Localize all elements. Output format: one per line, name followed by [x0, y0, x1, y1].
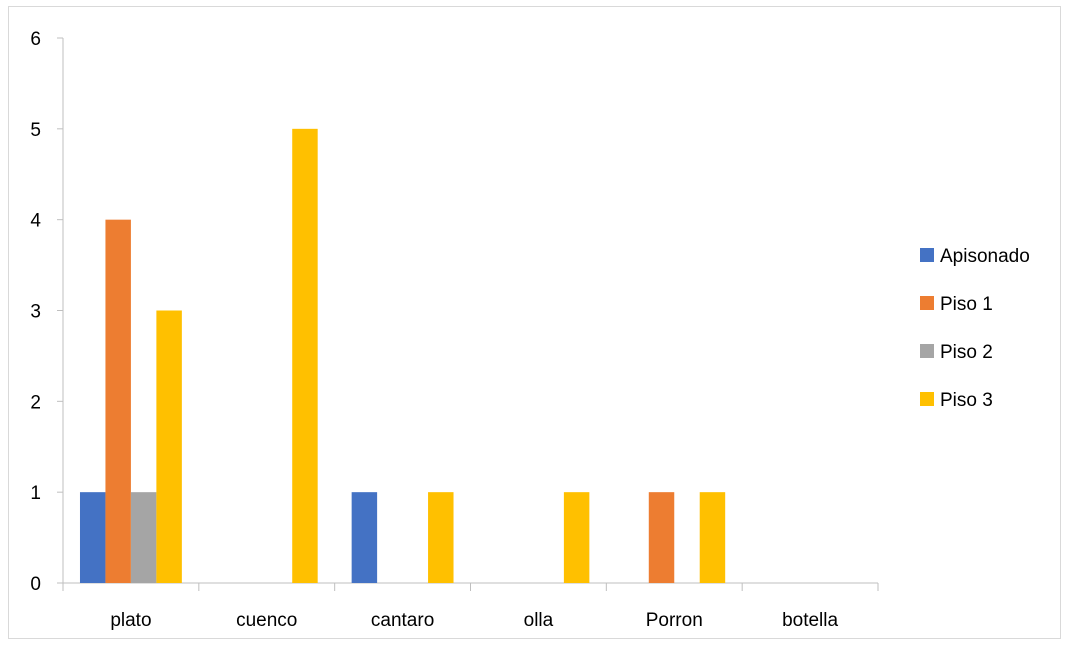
x-category-label: Porron	[646, 610, 703, 631]
bar	[428, 492, 454, 583]
y-tick-label: 5	[30, 120, 41, 141]
bar	[156, 310, 182, 583]
chart-frame	[8, 6, 1061, 639]
x-category-label: cuenco	[236, 610, 297, 631]
y-tick-label: 0	[30, 574, 41, 595]
bar	[648, 492, 675, 583]
legend-swatch	[920, 392, 934, 406]
bars	[79, 128, 726, 584]
bar	[699, 492, 726, 583]
bar	[79, 492, 106, 583]
x-axis: plato cuenco cantaro olla Porron botella	[62, 582, 879, 631]
legend-label: Piso 2	[940, 342, 993, 363]
bar	[351, 492, 378, 583]
x-category-label: plato	[110, 610, 151, 631]
legend-label: Piso 3	[940, 390, 993, 411]
y-tick-label: 6	[30, 29, 41, 50]
legend-swatch	[920, 296, 934, 310]
bar	[292, 128, 318, 584]
x-category-label: cantaro	[371, 610, 434, 631]
y-tick-label: 1	[30, 483, 41, 504]
x-category-label: botella	[782, 610, 838, 631]
bar	[563, 492, 590, 583]
y-tick-label: 4	[30, 211, 41, 232]
legend-swatch	[920, 344, 934, 358]
legend: Apisonado Piso 1 Piso 2 Piso 3	[920, 246, 1030, 411]
y-tick-label: 2	[30, 392, 41, 413]
bar	[105, 219, 131, 583]
legend-label: Piso 1	[940, 294, 993, 315]
y-tick-label: 3	[30, 302, 41, 323]
x-category-label: olla	[524, 610, 554, 631]
legend-label: Apisonado	[940, 246, 1030, 267]
legend-swatch	[920, 248, 934, 262]
bar	[130, 492, 157, 583]
y-axis: 0 1 2 3 4 5 6	[30, 29, 64, 595]
